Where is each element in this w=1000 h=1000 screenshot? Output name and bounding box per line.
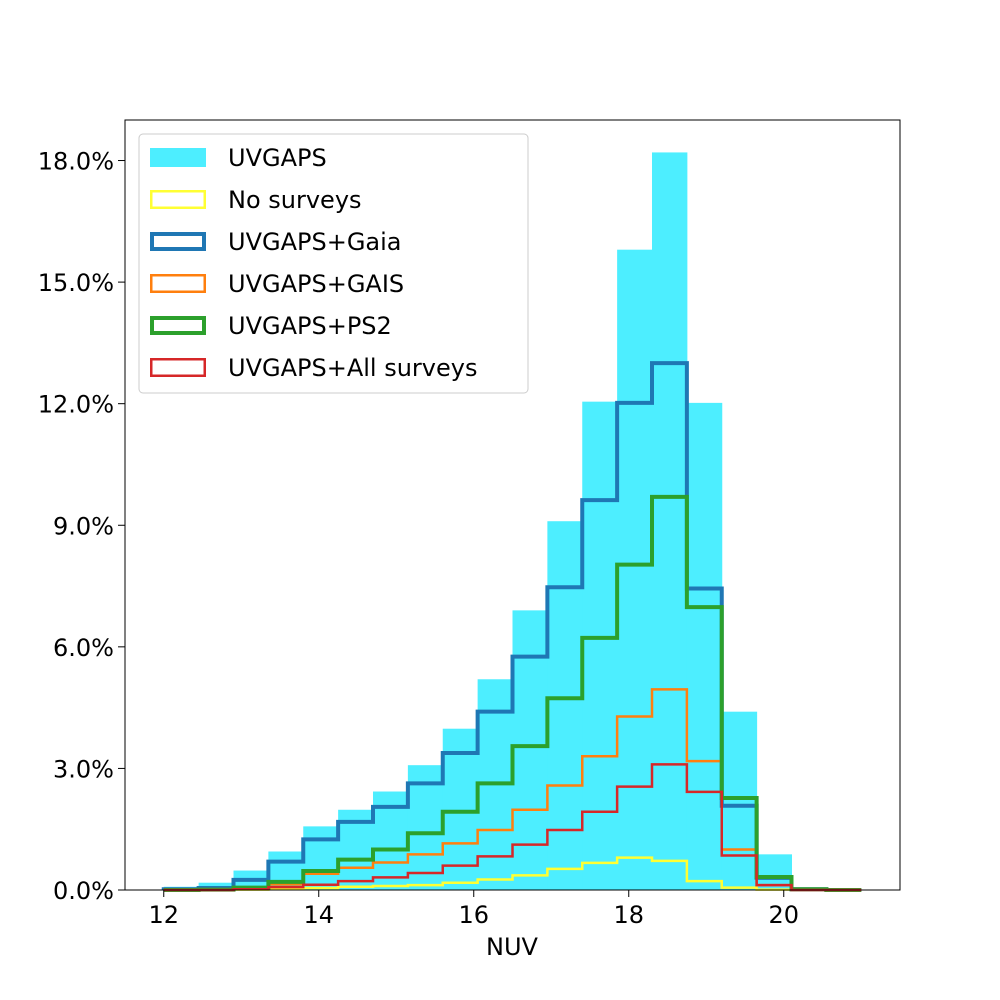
- legend: UVGAPS No surveys UVGAPS+Gaia UVGAPS+GAIS UV…: [138, 133, 529, 394]
- step-line-uvgaps-gais: [163, 688, 862, 892]
- y-tick-label: 15.0%: [38, 269, 114, 297]
- bar-uvgaps: [582, 401, 618, 890]
- legend-swatch-uvgaps-gaia: [150, 232, 206, 251]
- x-axis: 12 14 16 18 20: [148, 890, 799, 929]
- y-axis: 0.0% 3.0% 6.0% 9.0% 12.0% 15.0% 18.0%: [38, 148, 125, 905]
- legend-label-uvgaps-gaia: UVGAPS+Gaia: [228, 228, 402, 256]
- bar-uvgaps: [547, 521, 583, 890]
- y-tick-label: 18.0%: [38, 148, 114, 176]
- x-tick-label: 14: [303, 901, 334, 929]
- step-line-uvgaps-gaia: [161, 361, 862, 892]
- legend-swatch-uvgaps: [150, 148, 206, 167]
- bar-uvgaps: [617, 249, 653, 890]
- bar-uvgaps: [442, 728, 479, 890]
- bar-uvgaps: [652, 152, 688, 891]
- y-tick-label: 0.0%: [53, 877, 114, 905]
- y-tick-label: 9.0%: [53, 512, 114, 540]
- step-line-no-surveys: [163, 856, 862, 892]
- legend-label-no-surveys: No surveys: [228, 186, 362, 214]
- y-tick-label: 12.0%: [38, 391, 114, 419]
- plot-frame: [124, 119, 901, 891]
- step-line-uvgaps-ps2: [163, 494, 862, 892]
- legend-label-uvgaps-ps2: UVGAPS+PS2: [228, 312, 392, 340]
- legend-swatch-uvgaps-ps2: [150, 316, 206, 335]
- x-tick-label: 20: [768, 901, 799, 929]
- step-lines: [161, 361, 862, 892]
- bar-uvgaps: [407, 765, 444, 890]
- legend-label-uvgaps: UVGAPS: [228, 144, 327, 172]
- legend-swatch-uvgaps-all-surveys: [150, 358, 206, 377]
- x-tick-label: 16: [458, 901, 489, 929]
- y-tick-label: 6.0%: [53, 634, 114, 662]
- legend-label-uvgaps-all-surveys: UVGAPS+All surveys: [228, 354, 477, 382]
- bar-uvgaps: [512, 610, 548, 890]
- x-axis-label: NUV: [486, 933, 539, 961]
- bar-uvgaps: [686, 402, 723, 890]
- y-tick-label: 3.0%: [53, 755, 114, 783]
- x-tick-label: 12: [148, 901, 179, 929]
- step-line-uvgaps-all-surveys: [163, 763, 862, 892]
- x-tick-label: 18: [613, 901, 644, 929]
- legend-box: [138, 133, 529, 394]
- legend-swatch-uvgaps-gais: [150, 274, 206, 293]
- legend-swatch-no-surveys: [150, 190, 206, 209]
- legend-label-uvgaps-gais: UVGAPS+GAIS: [228, 270, 404, 298]
- bar-uvgaps: [303, 826, 339, 890]
- bar-uvgaps: [721, 711, 758, 890]
